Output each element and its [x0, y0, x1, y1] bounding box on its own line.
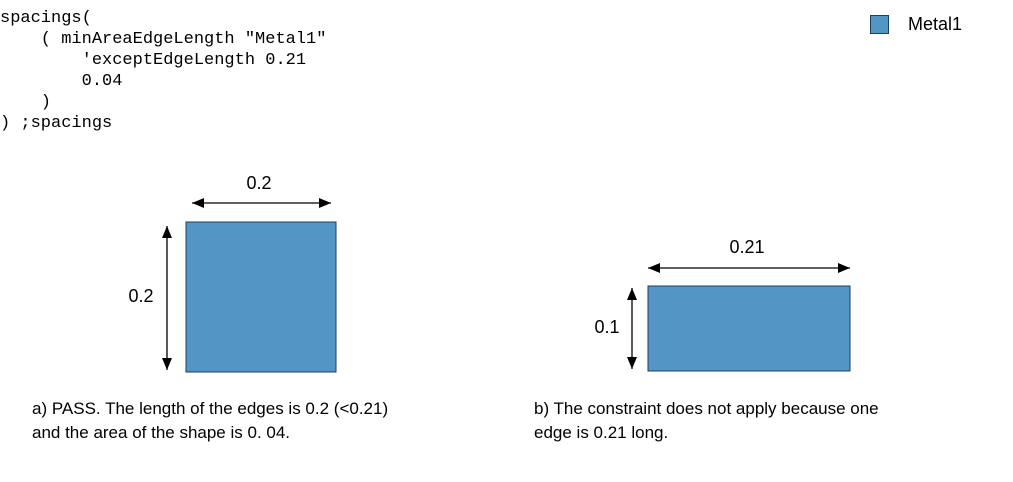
- metal1-shape-a: [185, 221, 337, 373]
- caption-a-line2: and the area of the shape is 0. 04.: [32, 423, 291, 442]
- code-line: spacings(: [0, 9, 92, 28]
- metal1-shape-b: [647, 285, 851, 372]
- caption-b: b) The constraint does not apply because…: [534, 397, 879, 445]
- height-label-a: 0.2: [128, 286, 153, 306]
- code-line: ( minAreaEdgeLength "Metal1": [0, 30, 327, 49]
- code-line: 0.04: [0, 72, 123, 91]
- code-line: ): [0, 93, 52, 112]
- height-label-b: 0.1: [594, 317, 619, 337]
- legend: Metal1: [870, 14, 962, 35]
- legend-label-metal1: Metal1: [908, 14, 963, 34]
- caption-b-line2: edge is 0.21 long.: [534, 423, 669, 442]
- code-line: 'exceptEdgeLength 0.21: [0, 51, 307, 70]
- legend-swatch-metal1: [870, 15, 889, 34]
- width-label-b: 0.21: [729, 237, 764, 257]
- caption-b-line1: b) The constraint does not apply because…: [534, 399, 879, 418]
- caption-a-line1: a) PASS. The length of the edges is 0.2 …: [32, 399, 389, 418]
- code-line: ) ;spacings: [0, 114, 113, 133]
- code-block: spacings( ( minAreaEdgeLength "Metal1" '…: [0, 8, 326, 134]
- width-label-a: 0.2: [246, 173, 271, 193]
- caption-a: a) PASS. The length of the edges is 0.2 …: [32, 397, 388, 445]
